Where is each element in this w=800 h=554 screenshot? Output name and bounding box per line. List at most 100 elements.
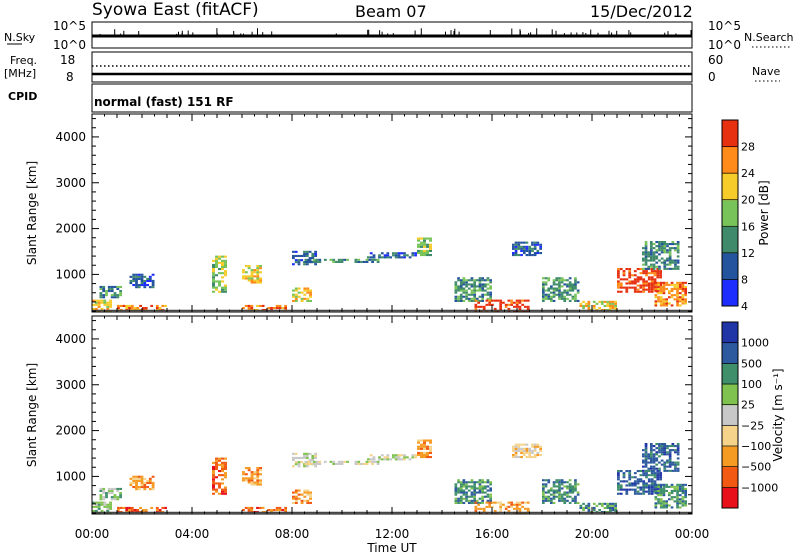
range-cell bbox=[314, 456, 317, 459]
range-cell bbox=[660, 451, 664, 454]
range-cell bbox=[143, 481, 147, 484]
range-cell bbox=[132, 273, 136, 276]
range-cell bbox=[403, 458, 406, 461]
range-cell bbox=[218, 284, 221, 287]
range-cell bbox=[636, 490, 640, 493]
range-cell bbox=[633, 490, 637, 493]
range-cell bbox=[100, 301, 104, 304]
range-cell bbox=[666, 257, 669, 260]
range-cell bbox=[215, 288, 218, 291]
range-cell bbox=[678, 287, 682, 290]
range-cell bbox=[371, 258, 374, 261]
range-cell bbox=[673, 489, 677, 492]
range-cell bbox=[619, 284, 623, 287]
range-cell bbox=[507, 505, 511, 508]
range-cell bbox=[653, 480, 657, 483]
range-cell bbox=[560, 493, 564, 496]
range-cell bbox=[459, 499, 463, 502]
range-cell bbox=[380, 454, 384, 457]
range-cell bbox=[642, 282, 646, 285]
range-cell bbox=[676, 304, 679, 307]
range-cell bbox=[354, 462, 358, 465]
range-cell bbox=[303, 454, 306, 457]
range-cell bbox=[164, 506, 167, 509]
range-cell bbox=[369, 458, 373, 461]
range-cell bbox=[484, 481, 487, 484]
range-cell bbox=[650, 251, 653, 254]
range-cell bbox=[218, 459, 221, 462]
range-cell bbox=[250, 481, 254, 484]
range-cell bbox=[462, 479, 466, 482]
range-cell bbox=[533, 243, 537, 246]
range-cell bbox=[539, 447, 542, 450]
range-cell bbox=[665, 483, 668, 486]
range-cell bbox=[110, 492, 114, 495]
range-cell bbox=[467, 485, 471, 488]
range-cell bbox=[633, 480, 637, 483]
range-cell bbox=[663, 259, 667, 262]
range-cell bbox=[611, 509, 615, 512]
range-cell bbox=[528, 252, 532, 255]
range-cell bbox=[99, 292, 103, 295]
range-cell bbox=[582, 506, 585, 509]
range-cell bbox=[215, 274, 218, 277]
range-cell bbox=[528, 451, 532, 454]
range-cell bbox=[550, 489, 553, 492]
range-cell bbox=[470, 501, 474, 504]
range-cell bbox=[224, 265, 227, 268]
range-cell bbox=[309, 289, 312, 292]
range-cell bbox=[465, 481, 468, 484]
range-cell bbox=[639, 488, 643, 491]
range-cell bbox=[429, 439, 432, 442]
range-cell bbox=[650, 492, 654, 495]
range-cell bbox=[652, 459, 656, 462]
range-cell bbox=[676, 496, 679, 499]
range-cell bbox=[132, 275, 136, 278]
range-cell bbox=[462, 485, 466, 488]
range-cell bbox=[676, 461, 680, 464]
range-cell bbox=[655, 251, 659, 254]
range-cell bbox=[212, 290, 215, 293]
range-cell bbox=[253, 275, 257, 278]
range-cell bbox=[552, 291, 556, 294]
range-cell bbox=[617, 286, 620, 289]
range-cell bbox=[278, 307, 282, 310]
range-cell bbox=[218, 282, 221, 285]
range-cell bbox=[481, 481, 484, 484]
range-cell bbox=[542, 489, 545, 492]
range-cell bbox=[639, 284, 643, 287]
range-cell bbox=[633, 282, 637, 285]
range-cell bbox=[294, 497, 298, 500]
range-cell bbox=[308, 452, 312, 455]
range-cell bbox=[92, 501, 95, 504]
range-cell bbox=[673, 287, 677, 290]
range-cell bbox=[473, 279, 476, 282]
range-cell bbox=[405, 456, 409, 459]
range-cell bbox=[311, 252, 315, 255]
range-cell bbox=[107, 487, 111, 490]
range-cell bbox=[151, 286, 155, 289]
range-cell bbox=[571, 297, 575, 300]
range-cell bbox=[411, 252, 415, 255]
range-cell bbox=[684, 285, 687, 288]
range-cell bbox=[542, 283, 545, 286]
range-cell bbox=[563, 299, 567, 302]
range-cell bbox=[103, 501, 107, 504]
range-cell bbox=[297, 461, 301, 464]
range-cell bbox=[294, 463, 298, 466]
range-cell bbox=[520, 245, 523, 248]
range-cell bbox=[481, 289, 484, 292]
range-cell bbox=[140, 279, 144, 282]
range-cell bbox=[654, 287, 658, 290]
range-cell bbox=[212, 488, 215, 491]
range-cell bbox=[215, 465, 218, 468]
range-cell bbox=[212, 286, 215, 289]
range-cell bbox=[614, 302, 617, 305]
range-cell bbox=[681, 487, 685, 490]
range-cell bbox=[473, 493, 476, 496]
range-cell bbox=[656, 470, 660, 473]
range-cell bbox=[652, 267, 656, 270]
range-cell bbox=[659, 483, 663, 486]
range-cell bbox=[598, 307, 601, 310]
range-cell bbox=[259, 281, 262, 284]
